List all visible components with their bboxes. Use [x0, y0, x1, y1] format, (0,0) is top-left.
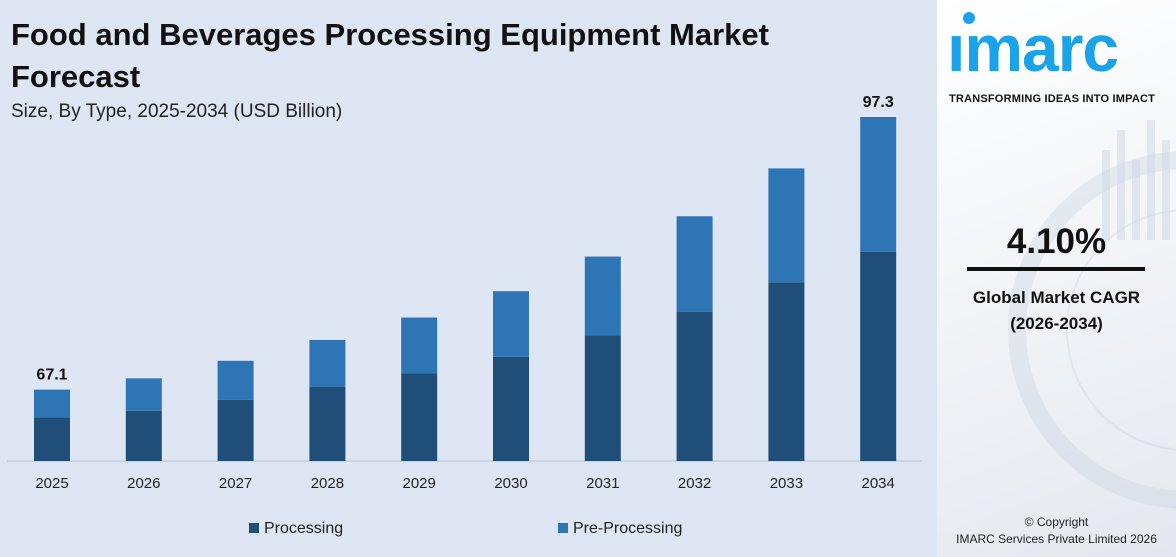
cagr-divider: [967, 267, 1145, 271]
bar-pre-processing-2031: [584, 256, 621, 336]
chart-subtitle: Size, By Type, 2025-2034 (USD Billion): [11, 101, 343, 122]
cagr-label-line2: (2026-2034): [1010, 314, 1103, 333]
bar-pre-processing-2032: [676, 216, 713, 312]
imarc-logo: ımarc: [947, 11, 1176, 90]
bar-pre-processing-2028: [309, 339, 346, 387]
chart-title: Food and Beverages Processing Equipment …: [11, 17, 769, 94]
bar-processing-2026: [125, 410, 162, 461]
bar-pre-processing-2029: [401, 317, 438, 374]
data-label-2034: 97.3: [863, 94, 894, 111]
x-tick-label: 2029: [403, 475, 436, 492]
legend-label-processing: Processing: [264, 520, 343, 537]
bar-processing-2034: [860, 251, 897, 461]
x-tick-label: 2033: [770, 475, 803, 492]
background-decoration: [1008, 120, 1176, 509]
x-tick-label: 2031: [586, 475, 619, 492]
bar-pre-processing-2026: [125, 378, 162, 411]
bar-pre-processing-2033: [768, 168, 805, 283]
bar-processing-2029: [401, 373, 438, 461]
copyright-line1: © Copyright: [1024, 515, 1089, 529]
bar-pre-processing-2025: [34, 389, 70, 418]
cagr-label-line1: Global Market CAGR: [972, 288, 1141, 307]
copyright: © Copyright IMARC Services Private Limit…: [937, 514, 1176, 548]
data-label-2025: 67.1: [36, 367, 67, 384]
bar-chart: 2025 67.1 2026 2027 2028 2029 2030 2031 2032 2033…: [7, 94, 922, 537]
bar-pre-processing-2027: [217, 360, 254, 400]
bar-processing-2025: [34, 417, 70, 461]
x-tick-label: 2032: [678, 475, 711, 492]
legend-swatch-processing: [249, 523, 259, 533]
logo-text: ımarc: [947, 11, 1119, 85]
bar-processing-2033: [768, 282, 805, 461]
legend-label-pre-processing: Pre-Processing: [573, 520, 682, 537]
x-tick-label: 2027: [219, 475, 252, 492]
logo-dot-icon: [963, 12, 975, 24]
cagr-label: Global Market CAGR (2026-2034): [937, 285, 1176, 337]
bar-processing-2028: [309, 386, 346, 461]
bar-pre-processing-2034: [860, 117, 897, 252]
chart-area: Food and Beverages Processing Equipment …: [7, 17, 922, 537]
bar-processing-2031: [584, 335, 621, 461]
bar-processing-2032: [676, 311, 713, 461]
x-tick-label: 2025: [35, 475, 68, 492]
logo-tagline: TRANSFORMING IDEAS INTO IMPACT: [949, 93, 1156, 105]
side-panel: ımarc TRANSFORMING IDEAS INTO IMPACT 4.1…: [937, 0, 1176, 557]
legend-swatch-pre-processing: [558, 523, 568, 533]
bar-processing-2030: [493, 356, 529, 461]
bar-processing-2027: [217, 399, 254, 461]
x-tick-label: 2028: [311, 475, 344, 492]
x-tick-label: 2026: [127, 475, 160, 492]
x-tick-label: 2034: [862, 475, 895, 492]
cagr-value: 4.10%: [1006, 222, 1107, 261]
bar-pre-processing-2030: [493, 291, 529, 357]
copyright-line2: IMARC Services Private Limited 2026: [956, 532, 1157, 546]
x-tick-label: 2030: [494, 475, 527, 492]
